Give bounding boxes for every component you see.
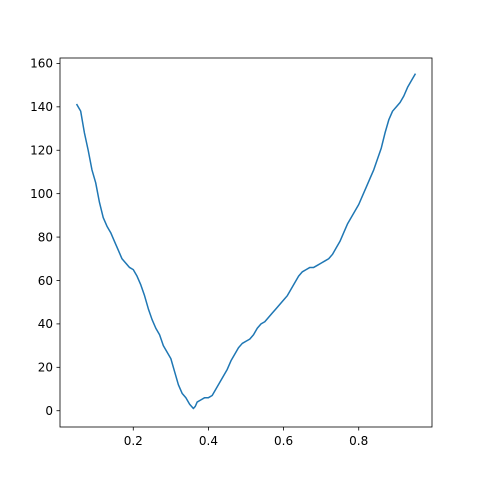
- axes-frame: [59, 57, 433, 428]
- y-tick-label: 0: [45, 404, 53, 418]
- y-tick-label: 40: [38, 317, 53, 331]
- series-line-0: [75, 73, 417, 410]
- x-tick-label: 0.8: [349, 434, 368, 448]
- y-tick-label: 100: [30, 187, 53, 201]
- y-tick-label: 20: [38, 361, 53, 375]
- y-tick-label: 160: [30, 57, 53, 71]
- y-tick-label: 140: [30, 100, 53, 114]
- plot-area: [75, 73, 417, 410]
- y-tick-label: 80: [38, 230, 53, 244]
- y-tick-label: 120: [30, 144, 53, 158]
- x-tick-label: 0.6: [274, 434, 293, 448]
- axes: 0.2 0.4 0.6 0.8 0 20 40 60 80 100 120 140 160: [30, 57, 433, 448]
- x-tick-label: 0.4: [199, 434, 218, 448]
- y-tick-label: 60: [38, 274, 53, 288]
- x-tick-label: 0.2: [124, 434, 143, 448]
